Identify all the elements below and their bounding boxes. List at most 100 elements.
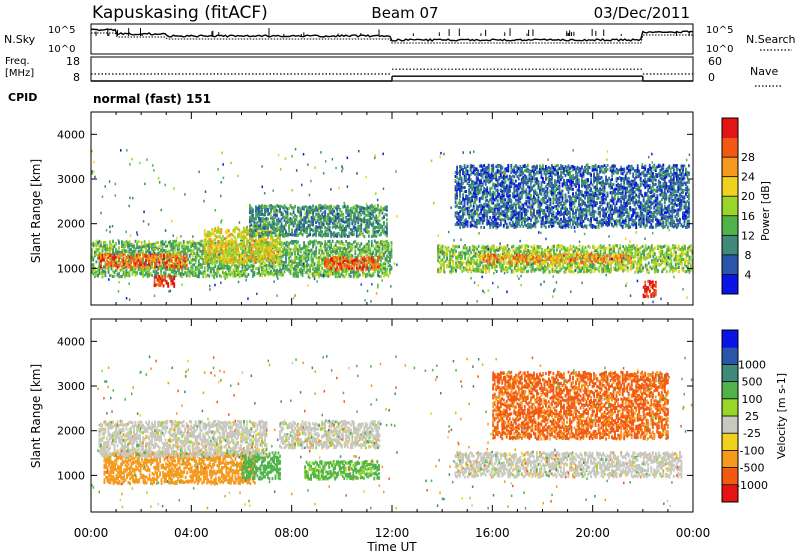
echo-cell — [316, 266, 319, 269]
echo-cell — [134, 248, 137, 252]
echo-cell — [235, 273, 238, 277]
echo-cell — [288, 218, 290, 222]
echo-cell — [298, 254, 301, 258]
echo-cell — [288, 262, 290, 266]
echo-cell — [270, 249, 272, 253]
echo-cell — [286, 249, 289, 253]
echo-cell — [265, 217, 268, 220]
echo-cell — [292, 267, 295, 271]
echo-cell — [301, 226, 304, 230]
echo-cell — [283, 263, 286, 267]
echo-cell — [286, 207, 289, 211]
echo-cell — [270, 264, 272, 268]
echo-cell — [381, 263, 384, 267]
echo-cell — [328, 264, 331, 268]
echo-cell — [283, 215, 286, 219]
echo-cell — [199, 262, 202, 266]
echo-cell — [312, 208, 314, 212]
echo-cell — [342, 269, 345, 272]
echo-cell — [217, 230, 220, 234]
echo-cell — [337, 206, 340, 210]
echo-cell — [377, 259, 379, 263]
echo-cell — [156, 277, 159, 281]
echo-cell — [319, 218, 322, 221]
echo-cell — [383, 231, 385, 235]
echo-cell — [321, 234, 324, 238]
echo-cell — [274, 205, 277, 209]
echo-cell — [325, 251, 328, 255]
echo-cell — [300, 213, 302, 217]
echo-cell — [367, 243, 370, 247]
echo-cell — [109, 252, 111, 255]
echo-cell — [121, 244, 123, 248]
echo-cell — [149, 251, 152, 255]
echo-cell — [136, 271, 138, 275]
echo-cell — [364, 273, 367, 277]
echo-cell — [191, 266, 194, 270]
echo-cell — [247, 229, 250, 233]
echo-cell — [145, 258, 147, 262]
echo-cell — [184, 262, 187, 266]
echo-cell — [325, 264, 328, 268]
echo-cell — [110, 255, 113, 259]
echo-cell — [220, 257, 223, 261]
echo-cell — [354, 239, 357, 243]
echo-cell — [381, 227, 384, 231]
echo-cell — [145, 269, 147, 273]
echo-cell — [261, 228, 263, 232]
echo-cell — [155, 257, 158, 261]
echo-cell — [285, 229, 287, 233]
echo-cell — [94, 273, 96, 277]
echo-cell — [295, 245, 298, 249]
echo-cell — [304, 220, 307, 224]
echo-cell — [294, 267, 296, 271]
echo-cell — [315, 212, 317, 216]
echo-cell — [274, 211, 277, 215]
echo-cell — [315, 256, 317, 260]
echo-cell — [218, 254, 221, 258]
echo-cell — [277, 228, 280, 232]
echo-cell — [267, 259, 269, 263]
echo-cell — [262, 254, 265, 258]
echo-cell — [232, 254, 235, 258]
echo-cell — [331, 253, 334, 257]
echo-cell — [372, 221, 375, 225]
echo-cell — [214, 228, 217, 232]
echo-cell — [342, 205, 345, 209]
echo-cell — [255, 243, 257, 247]
echo-cell — [348, 224, 351, 228]
echo-cell — [380, 264, 382, 268]
echo-cell — [295, 230, 298, 234]
echo-cell — [283, 252, 286, 256]
echo-cell — [363, 235, 366, 238]
echo-cell — [157, 272, 159, 276]
echo-cell — [228, 239, 230, 243]
echo-cell — [118, 250, 120, 254]
echo-cell — [274, 222, 277, 226]
echo-cell — [273, 239, 275, 243]
echo-cell — [205, 250, 208, 254]
echo-cell — [340, 228, 343, 232]
echo-cell — [300, 215, 302, 219]
echo-cell — [215, 269, 218, 273]
echo-cell — [110, 243, 113, 247]
echo-cell — [188, 248, 191, 252]
echo-cell — [148, 267, 150, 271]
echo-cell — [158, 280, 160, 284]
echo-cell — [214, 257, 217, 261]
echo-cell — [298, 256, 301, 260]
echo-cell — [249, 237, 251, 241]
echo-cell — [252, 208, 254, 212]
echo-cell — [188, 240, 191, 244]
echo-cell — [223, 274, 226, 278]
echo-cell — [145, 264, 147, 268]
echo-cell — [346, 247, 349, 251]
echo-cell — [340, 223, 343, 227]
echo-cell — [264, 269, 266, 273]
echo-cell — [151, 274, 153, 277]
echo-cell — [106, 258, 108, 262]
echo-cell — [265, 263, 268, 267]
echo-cell — [200, 254, 203, 258]
echo-cell — [202, 261, 205, 265]
echo-cell — [306, 263, 308, 267]
